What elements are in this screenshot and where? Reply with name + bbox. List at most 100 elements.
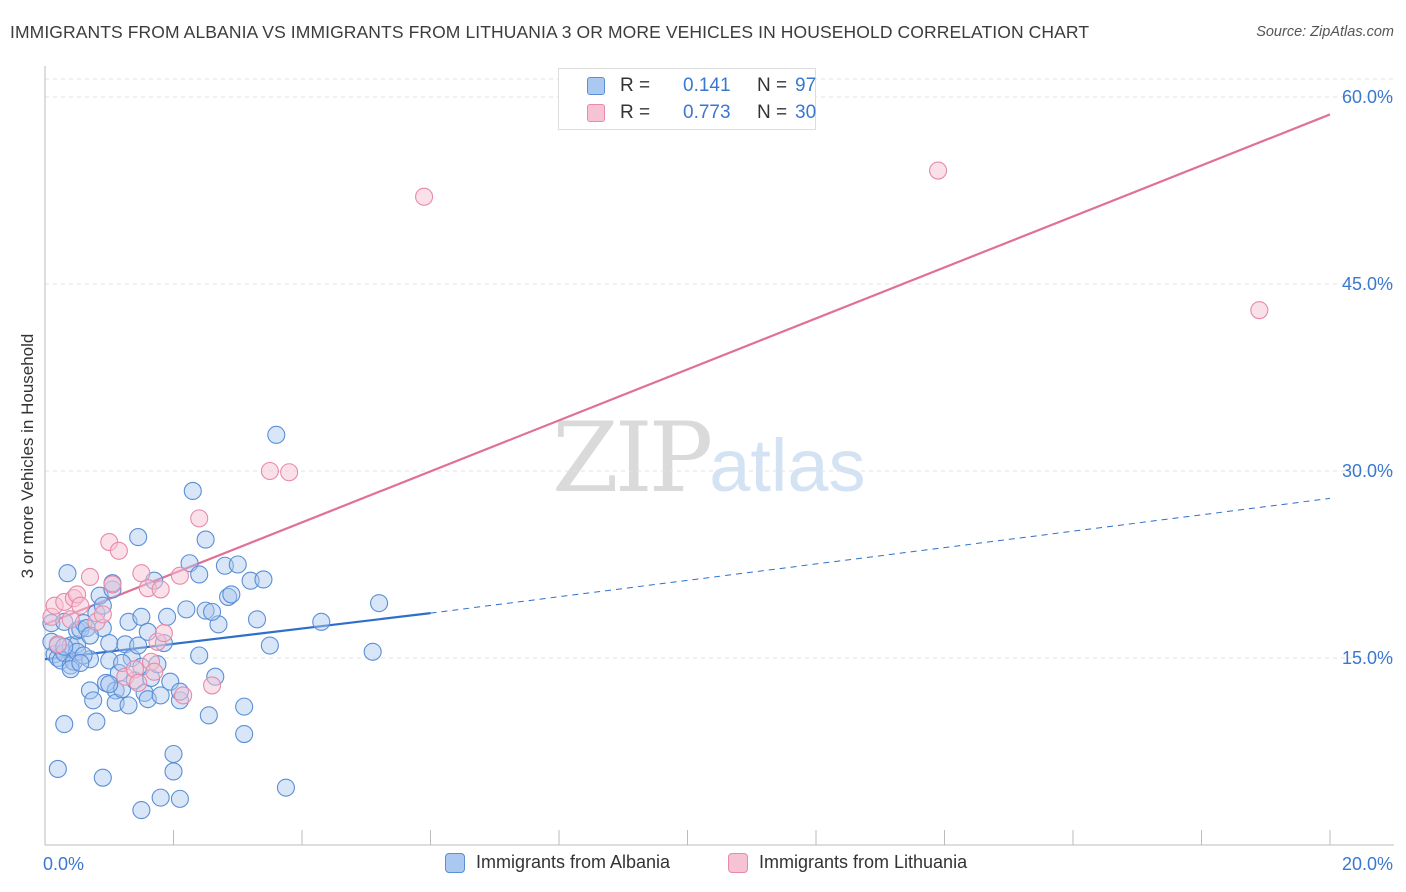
legend-swatch-lithuania: [587, 104, 605, 122]
lithuania-point: [93, 605, 112, 624]
y-tick-label-3: 60.0%: [1342, 87, 1393, 107]
albania-point: [61, 660, 80, 679]
albania-point: [247, 610, 267, 629]
albania-point: [55, 715, 74, 734]
grid-lines: [45, 78, 1394, 659]
albania-point: [222, 585, 241, 604]
trend-line-albania-extension: [430, 497, 1331, 614]
correlation-legend: R = 0.141 N = 97 R = 0.773 N = 30: [558, 68, 816, 130]
albania-point: [241, 571, 260, 590]
lithuania-point: [129, 673, 148, 692]
lithuania-point: [151, 580, 170, 599]
albania-point: [158, 607, 177, 626]
x-tick-label-0: 0.0%: [43, 854, 84, 874]
albania-point: [119, 696, 138, 715]
albania-point: [151, 788, 170, 807]
albania-point: [164, 762, 183, 781]
legend-n-value-lithuania: 30: [795, 102, 817, 123]
source-label: Source: ZipAtlas.com: [1256, 24, 1394, 40]
albania-point: [199, 706, 218, 725]
lithuania-point: [61, 610, 80, 629]
legend-r-value-albania: 0.141: [683, 75, 731, 96]
x-tick-label-1: 20.0%: [1342, 854, 1393, 874]
watermark-zip: ZIP: [552, 402, 713, 514]
lithuania-point: [48, 635, 67, 654]
bottom-legend-label-lithuania: Immigrants from Lithuania: [759, 852, 968, 872]
lithuania-point: [203, 676, 222, 695]
legend-r-label-lithuania: R =: [620, 102, 651, 123]
lithuania-point: [174, 686, 193, 705]
watermark: ZIPatlas: [552, 402, 866, 514]
albania-point: [170, 789, 189, 808]
legend-n-label-albania: N =: [757, 75, 788, 96]
lithuania-points: [42, 161, 1269, 705]
albania-point: [190, 646, 209, 665]
tick-labels: 15.0% 30.0% 45.0% 60.0% 0.0% 20.0%: [43, 87, 1393, 874]
albania-point: [363, 642, 382, 661]
albania-point: [267, 425, 286, 444]
trend-line-lithuania: [44, 113, 1331, 626]
lithuania-point: [260, 461, 279, 481]
watermark-atlas: atlas: [709, 424, 866, 507]
legend-r-label-albania: R =: [620, 75, 651, 96]
y-axis-label: 3 or more Vehicles in Household: [18, 333, 37, 579]
axes: [44, 66, 1394, 846]
lithuania-point: [190, 509, 209, 528]
lithuania-point: [280, 463, 299, 482]
legend-r-value-lithuania: 0.773: [683, 102, 731, 123]
lithuania-point: [71, 596, 90, 615]
albania-point: [312, 612, 331, 631]
lithuania-point: [154, 624, 173, 643]
lithuania-point: [170, 566, 189, 585]
legend-n-label-lithuania: N =: [757, 102, 788, 123]
bottom-legend-swatch-albania: [445, 853, 465, 873]
albania-point: [71, 653, 90, 673]
albania-point: [235, 697, 254, 716]
albania-point: [228, 555, 247, 574]
y-tick-label-2: 45.0%: [1342, 274, 1393, 294]
lithuania-point: [145, 662, 164, 681]
albania-point: [190, 565, 209, 584]
albania-point: [80, 681, 100, 700]
albania-point: [215, 556, 234, 575]
bottom-legend-label-albania: Immigrants from Albania: [476, 852, 671, 872]
albania-point: [196, 530, 215, 549]
albania-point: [203, 602, 222, 621]
albania-point: [48, 759, 67, 779]
y-tick-label-1: 30.0%: [1342, 461, 1393, 481]
lithuania-point: [415, 187, 434, 206]
albania-point: [370, 594, 389, 613]
albania-point: [87, 712, 106, 731]
albania-point: [235, 724, 254, 744]
lithuania-point: [132, 564, 151, 583]
albania-point: [177, 600, 196, 619]
trend-lines: [44, 113, 1331, 661]
y-tick-label-0: 15.0%: [1342, 648, 1393, 668]
albania-point: [161, 672, 180, 691]
albania-point: [58, 564, 77, 583]
albania-point: [196, 601, 215, 620]
legend-swatch-albania: [587, 77, 605, 95]
legend-n-value-albania: 97: [795, 75, 817, 96]
albania-point: [254, 570, 273, 589]
albania-point: [129, 636, 148, 655]
chart-title: IMMIGRANTS FROM ALBANIA VS IMMIGRANTS FR…: [10, 22, 1090, 42]
albania-point: [164, 744, 183, 764]
albania-point: [260, 636, 279, 655]
lithuania-point: [929, 161, 948, 180]
albania-point: [132, 607, 151, 626]
lithuania-point: [80, 567, 100, 587]
lithuania-point: [1250, 301, 1269, 320]
albania-point: [100, 633, 119, 653]
albania-point: [100, 675, 119, 694]
albania-point: [84, 691, 103, 710]
albania-point: [93, 768, 112, 787]
albania-point: [183, 481, 202, 500]
bottom-legend-swatch-lithuania: [728, 853, 748, 873]
albania-point: [129, 528, 148, 547]
albania-point: [132, 801, 151, 820]
albania-point: [276, 778, 295, 797]
lithuania-point: [109, 541, 128, 560]
lithuania-point: [103, 575, 122, 594]
